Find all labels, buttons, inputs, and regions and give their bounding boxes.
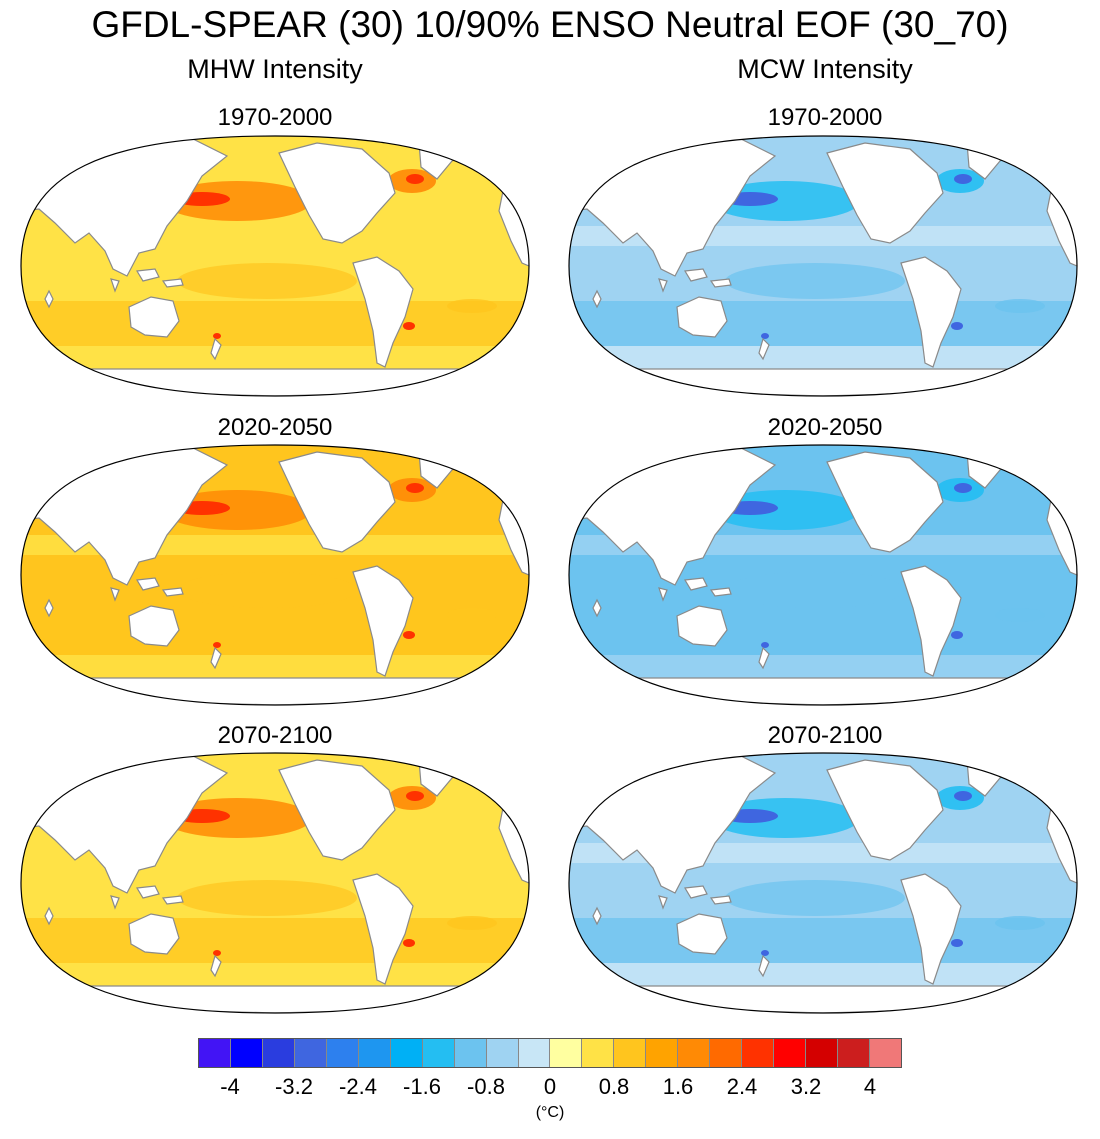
- map-mhw-1970-2000: [20, 135, 530, 397]
- colorbar-swatch: [870, 1039, 901, 1067]
- colorbar-swatch: [326, 1039, 359, 1067]
- column-title-mcw: MCW Intensity: [737, 54, 913, 84]
- panel-title-mhw-2: 2020-2050: [217, 414, 333, 441]
- colorbar-swatch: [742, 1039, 775, 1067]
- map-mcw-1970-2000: [568, 135, 1078, 397]
- colorbar-swatch: [358, 1039, 391, 1067]
- colorbar-tick-label: 4: [863, 1074, 877, 1099]
- colorbar-swatch: [422, 1039, 455, 1067]
- colorbar-swatch: [486, 1039, 519, 1067]
- map-mhw-2020-2050: [20, 444, 530, 706]
- colorbar-swatch: [262, 1039, 295, 1067]
- colorbar-swatch: [774, 1039, 807, 1067]
- figure-title: GFDL-SPEAR (30) 10/90% ENSO Neutral EOF …: [91, 4, 1009, 45]
- colorbar-swatch: [582, 1039, 615, 1067]
- colorbar-tick-label: 0: [543, 1074, 557, 1099]
- colorbar-tick-label: 1.6: [662, 1074, 694, 1099]
- colorbar-swatch: [550, 1039, 583, 1067]
- colorbar-tick-label: 3.2: [790, 1074, 822, 1099]
- colorbar-swatch: [614, 1039, 647, 1067]
- panel-title-mhw-3: 2070-2100: [217, 722, 333, 749]
- colorbar-tick-label: -2.4: [339, 1074, 377, 1099]
- panel-title-mcw-2: 2020-2050: [767, 414, 883, 441]
- colorbar-tick-label: 0.8: [598, 1074, 630, 1099]
- colorbar-tick-label: -3.2: [275, 1074, 313, 1099]
- colorbar-swatch: [230, 1039, 263, 1067]
- colorbar-swatch: [710, 1039, 743, 1067]
- map-mhw-2070-2100: [20, 752, 530, 1014]
- colorbar-swatch: [806, 1039, 839, 1067]
- panel-title-mcw-3: 2070-2100: [767, 722, 883, 749]
- colorbar: [198, 1038, 902, 1068]
- colorbar-tick-label: -4: [220, 1074, 240, 1099]
- panel-title-mhw-1: 1970-2000: [217, 104, 333, 131]
- colorbar-swatch: [838, 1039, 871, 1067]
- colorbar-tick-label: 2.4: [726, 1074, 758, 1099]
- map-mcw-2020-2050: [568, 444, 1078, 706]
- colorbar-swatch: [518, 1039, 551, 1067]
- colorbar-tick-label: -0.8: [467, 1074, 505, 1099]
- panel-title-mcw-1: 1970-2000: [767, 104, 883, 131]
- colorbar-swatch: [646, 1039, 679, 1067]
- colorbar-swatch: [294, 1039, 327, 1067]
- colorbar-swatch: [390, 1039, 423, 1067]
- colorbar-tick-label: -1.6: [403, 1074, 441, 1099]
- colorbar-swatch: [454, 1039, 487, 1067]
- colorbar-swatch: [678, 1039, 711, 1067]
- column-title-mhw: MHW Intensity: [187, 54, 363, 84]
- colorbar-swatch: [199, 1039, 231, 1067]
- map-mcw-2070-2100: [568, 752, 1078, 1014]
- colorbar-units: (°C): [535, 1104, 565, 1121]
